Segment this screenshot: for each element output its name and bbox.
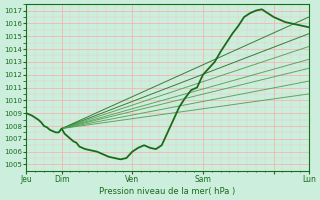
X-axis label: Pression niveau de la mer( hPa ): Pression niveau de la mer( hPa ) (100, 187, 236, 196)
